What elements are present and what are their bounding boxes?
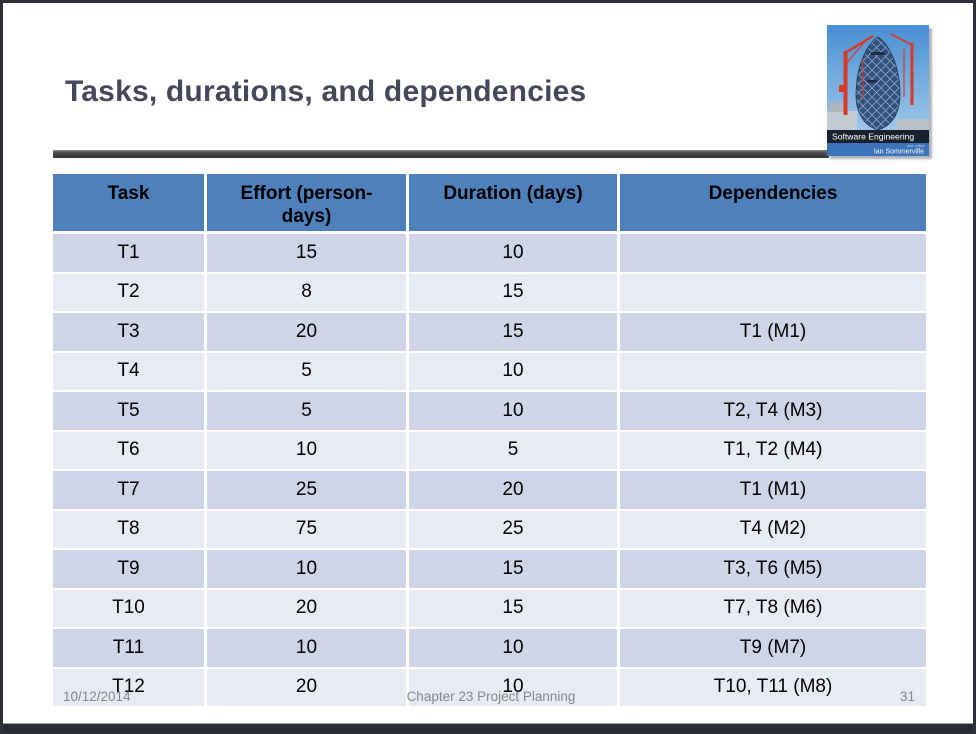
duration-cell: 10: [409, 234, 620, 274]
dependencies-cell: T9 (M7): [620, 629, 926, 669]
task-cell: T1: [53, 234, 207, 274]
dependencies-cell: T2, T4 (M3): [620, 392, 926, 432]
cover-author-band: [827, 143, 929, 156]
page-number: 31: [899, 689, 915, 704]
column-header-dependencies: Dependencies: [620, 174, 926, 234]
dependencies-cell: T4 (M2): [620, 510, 926, 550]
cover-title-band: [827, 130, 929, 143]
cover-building-block: [827, 111, 857, 130]
duration-cell: 5: [409, 431, 620, 471]
task-cell: T10: [53, 589, 207, 629]
effort-cell: 20: [207, 313, 409, 353]
duration-cell: 10: [409, 392, 620, 432]
effort-cell: 15: [207, 234, 409, 274]
column-header-effort: Effort (person-days): [207, 174, 409, 234]
title-divider: [53, 150, 829, 158]
task-cell: T12: [53, 668, 207, 708]
duration-cell: 15: [409, 313, 620, 353]
effort-cell: 75: [207, 510, 409, 550]
task-cell: T3: [53, 313, 207, 353]
cover-series-title: Software Engineering: [832, 132, 914, 142]
effort-cell: 8: [207, 273, 409, 313]
dependencies-cell: T10, T11 (M8): [620, 668, 926, 708]
column-header-task: Task: [53, 174, 207, 234]
table-row: T4 5 10: [53, 352, 926, 392]
task-cell: T9: [53, 550, 207, 590]
column-header-duration: Duration (days): [409, 174, 620, 234]
page-title: Tasks, durations, and dependencies: [65, 75, 587, 108]
footer-title: Chapter 23 Project Planning: [406, 689, 576, 704]
table-row: T11 10 10 T9 (M7): [53, 629, 926, 669]
cover-edition-label: ninth edition: [907, 144, 925, 148]
table-row: T2 8 15: [53, 273, 926, 313]
gherkin-building: [855, 36, 901, 131]
effort-cell: 25: [207, 471, 409, 511]
effort-cell: 5: [207, 392, 409, 432]
duration-cell: 15: [409, 550, 620, 590]
task-cell: T11: [53, 629, 207, 669]
dependencies-cell: T7, T8 (M6): [620, 589, 926, 629]
table-header-row: Task Effort (person-days) Duration (days…: [53, 174, 926, 234]
table-row: T8 75 25 T4 (M2): [53, 510, 926, 550]
dependencies-cell: T1 (M1): [620, 313, 926, 353]
table-row: T10 20 15 T7, T8 (M6): [53, 589, 926, 629]
effort-cell: 10: [207, 431, 409, 471]
task-cell: T6: [53, 431, 207, 471]
table-row: T5 5 10 T2, T4 (M3): [53, 392, 926, 432]
duration-cell: 10: [409, 352, 620, 392]
footer-date: 10/12/2014: [63, 689, 131, 704]
table-row: T6 10 5 T1, T2 (M4): [53, 431, 926, 471]
task-cell: T2: [53, 273, 207, 313]
table-row: T12 20 10 T10, T11 (M8): [53, 668, 926, 708]
dependencies-cell: [620, 234, 926, 274]
bottom-bar: [3, 723, 973, 731]
effort-cell: 20: [207, 589, 409, 629]
task-cell: T8: [53, 510, 207, 550]
duration-cell: 15: [409, 589, 620, 629]
dependencies-cell: T3, T6 (M5): [620, 550, 926, 590]
cover-author: Ian Sommerville: [874, 149, 924, 156]
dependencies-cell: [620, 273, 926, 313]
table-row: T7 25 20 T1 (M1): [53, 471, 926, 511]
duration-cell: 15: [409, 273, 620, 313]
duration-cell: 10: [409, 629, 620, 669]
table-row: T9 10 15 T3, T6 (M5): [53, 550, 926, 590]
duration-cell: 25: [409, 510, 620, 550]
dependencies-cell: [620, 352, 926, 392]
effort-cell: 10: [207, 550, 409, 590]
book-cover: Software Engineering ninth edition Ian S…: [827, 25, 929, 156]
effort-cell: 10: [207, 629, 409, 669]
duration-cell: 20: [409, 471, 620, 511]
table-row: T3 20 15 T1 (M1): [53, 313, 926, 353]
crane: [839, 33, 914, 115]
effort-cell: 5: [207, 352, 409, 392]
task-cell: T4: [53, 352, 207, 392]
duration-cell: 10: [409, 668, 620, 708]
table-row: T1 15 10: [53, 234, 926, 274]
dependencies-cell: T1 (M1): [620, 471, 926, 511]
effort-cell: 20: [207, 668, 409, 708]
task-cell: T7: [53, 471, 207, 511]
task-table: Task Effort (person-days) Duration (days…: [53, 174, 926, 708]
dependencies-cell: T1, T2 (M4): [620, 431, 926, 471]
task-cell: T5: [53, 392, 207, 432]
